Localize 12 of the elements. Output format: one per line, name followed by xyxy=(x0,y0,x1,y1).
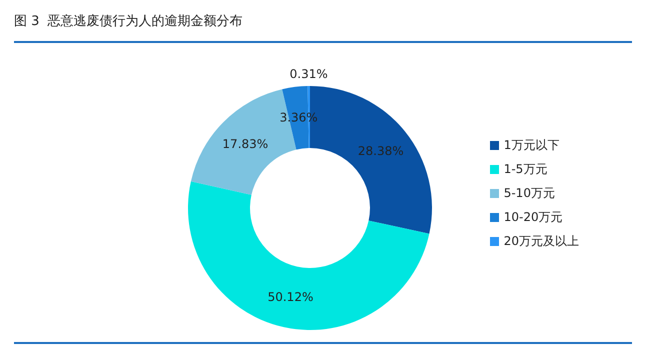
data-label: 3.36% xyxy=(280,110,318,125)
legend-label: 5-10万元 xyxy=(504,185,555,202)
donut-slice xyxy=(188,181,430,330)
legend-label: 1-5万元 xyxy=(504,161,548,178)
chart-title: 图 3 恶意逃废债行为人的逾期金额分布 xyxy=(14,13,243,30)
data-label: 0.31% xyxy=(290,67,328,82)
data-label: 28.38% xyxy=(358,144,404,158)
data-label: 50.12% xyxy=(268,290,314,304)
legend-label: 10-20万元 xyxy=(504,209,563,226)
legend-label: 1万元以下 xyxy=(504,137,560,154)
legend-label: 20万元及以上 xyxy=(504,233,579,250)
data-label: 17.83% xyxy=(222,137,268,151)
